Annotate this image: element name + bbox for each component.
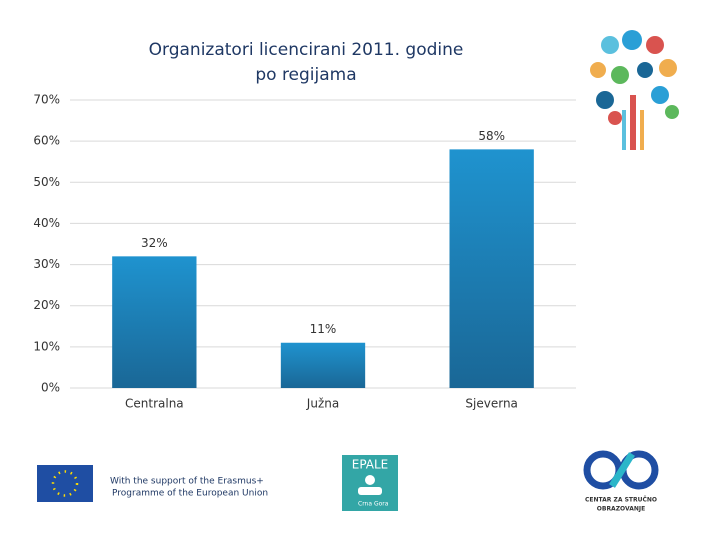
epale-text: EPALE [352,458,389,472]
cso-logo [583,450,659,490]
x-tick-label: Južna [306,397,339,411]
eu-flag [37,465,93,502]
value-label: 32% [141,236,168,250]
y-tick-label: 50% [33,175,60,189]
tree-logo [590,30,679,150]
bar [112,256,197,388]
y-tick-label: 60% [33,134,60,148]
y-tick-label: 10% [33,339,60,353]
chart-title: Organizatori licencirani 2011. godine [149,40,464,60]
cso-text: CENTAR ZA STRUČNO [585,497,657,504]
x-tick-label: Sjeverna [465,397,518,411]
epale-logo [342,455,398,511]
value-label: 58% [478,129,505,143]
bar [280,342,366,388]
epale-country: Crna Gora [358,501,389,508]
y-tick-label: 30% [33,257,60,271]
cso-text: OBRAZOVANJE [597,506,645,513]
support-text: With the support of the Erasmus+ [110,477,264,487]
value-label: 11% [310,322,337,336]
y-tick-label: 0% [41,381,60,395]
y-tick-label: 70% [33,93,60,107]
support-text: Programme of the European Union [112,489,268,499]
chart-title: po regijama [255,65,356,85]
bar [449,149,534,388]
x-tick-label: Centralna [125,397,184,411]
y-tick-label: 20% [33,298,60,312]
y-tick-label: 40% [33,216,60,230]
